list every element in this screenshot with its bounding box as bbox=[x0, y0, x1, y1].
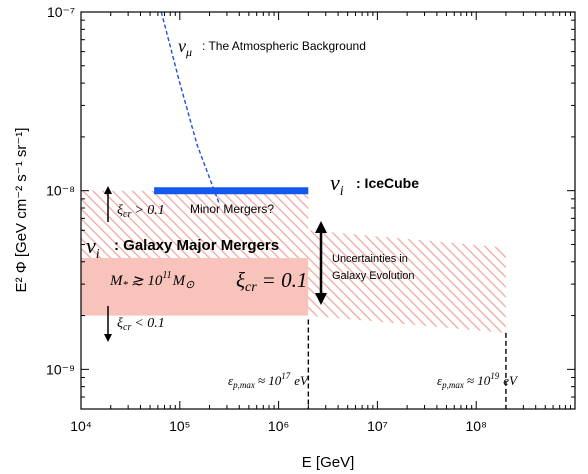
svg-text:ξcr< 0.1: ξcr < 0.1 bbox=[117, 316, 165, 333]
gal-sub: i bbox=[96, 247, 100, 262]
minor-mergers-label: Minor Mergers? bbox=[190, 202, 274, 216]
svg-text:νi: νi bbox=[330, 170, 344, 199]
atm-symbol: ν bbox=[178, 36, 186, 56]
y-tick-label: 10⁻⁷ bbox=[47, 4, 75, 20]
xi-eq-rel: = 0.1 bbox=[262, 268, 308, 292]
ice-symbol: ν bbox=[330, 170, 340, 195]
y-axis-label: E² Φ [GeV cm⁻² s⁻¹ sr⁻¹] bbox=[13, 128, 30, 293]
gal-symbol: ν bbox=[86, 233, 96, 258]
down-arrow-head bbox=[104, 334, 112, 342]
eps1-exp: 17 bbox=[281, 371, 291, 381]
mass-sub: * bbox=[123, 279, 129, 291]
xi-lt-sub: cr bbox=[123, 322, 131, 333]
up-arrow-head bbox=[104, 186, 112, 194]
svg-text:νμ: νμ bbox=[178, 36, 192, 59]
xi-gt-sub: cr bbox=[123, 209, 131, 220]
x-tick-label: 10⁴ bbox=[70, 418, 92, 434]
uncertainty-line2: Galaxy Evolution bbox=[332, 270, 415, 282]
icecube-annotation: νi : IceCube bbox=[330, 170, 419, 199]
eps1-unit: eV bbox=[294, 373, 310, 388]
gal-label: : Galaxy Major Mergers bbox=[114, 237, 279, 254]
eps1-sub: p,max bbox=[232, 380, 255, 390]
svg-text:M*≳ 1011M⊙: M* ≳ 1011M⊙ bbox=[109, 270, 195, 291]
eps1-rel: ≈ 10 bbox=[258, 373, 282, 388]
x-axis-label: E [GeV] bbox=[302, 454, 355, 471]
eps2-annotation: εp,max ≈ 1019 eV bbox=[437, 371, 519, 390]
eps2-sub: p,max bbox=[441, 380, 464, 390]
verticals-layer bbox=[308, 320, 506, 409]
eps2-unit: eV bbox=[503, 373, 519, 388]
xi-lt-rel: < 0.1 bbox=[134, 316, 164, 331]
atm-label: : The Atmospheric Background bbox=[202, 39, 366, 53]
x-tick-label: 10⁷ bbox=[367, 418, 388, 434]
y-tick-label: 10⁻⁹ bbox=[46, 361, 75, 377]
xi-gt-rel: > 0.1 bbox=[134, 203, 164, 218]
eps2-rel: ≈ 10 bbox=[467, 373, 491, 388]
eps2-exp: 19 bbox=[490, 371, 500, 381]
mass-rel: ≳ 10 bbox=[131, 273, 163, 289]
xi-eq-symbol: ξ bbox=[236, 268, 245, 292]
x-tick-label: 10⁸ bbox=[465, 418, 487, 434]
atmospheric-annotation: νμ : The Atmospheric Background bbox=[178, 36, 366, 59]
ice-label: : IceCube bbox=[356, 175, 419, 191]
xi-eq-sub: cr bbox=[245, 280, 257, 295]
mass-exp: 11 bbox=[162, 270, 171, 281]
uncertainty-arrow-head-up bbox=[315, 221, 327, 233]
mass-sun: ⊙ bbox=[185, 279, 195, 291]
y-tick-label: 10⁻⁸ bbox=[46, 183, 75, 199]
atm-sub: μ bbox=[185, 45, 192, 59]
eps1-annotation: εp,max ≈ 1017 eV bbox=[228, 371, 310, 390]
uncertainty-line1: Uncertainties in bbox=[332, 253, 408, 265]
x-tick-label: 10⁶ bbox=[268, 418, 289, 434]
ice-sub: i bbox=[340, 184, 344, 199]
x-tick-label: 10⁵ bbox=[169, 418, 190, 434]
